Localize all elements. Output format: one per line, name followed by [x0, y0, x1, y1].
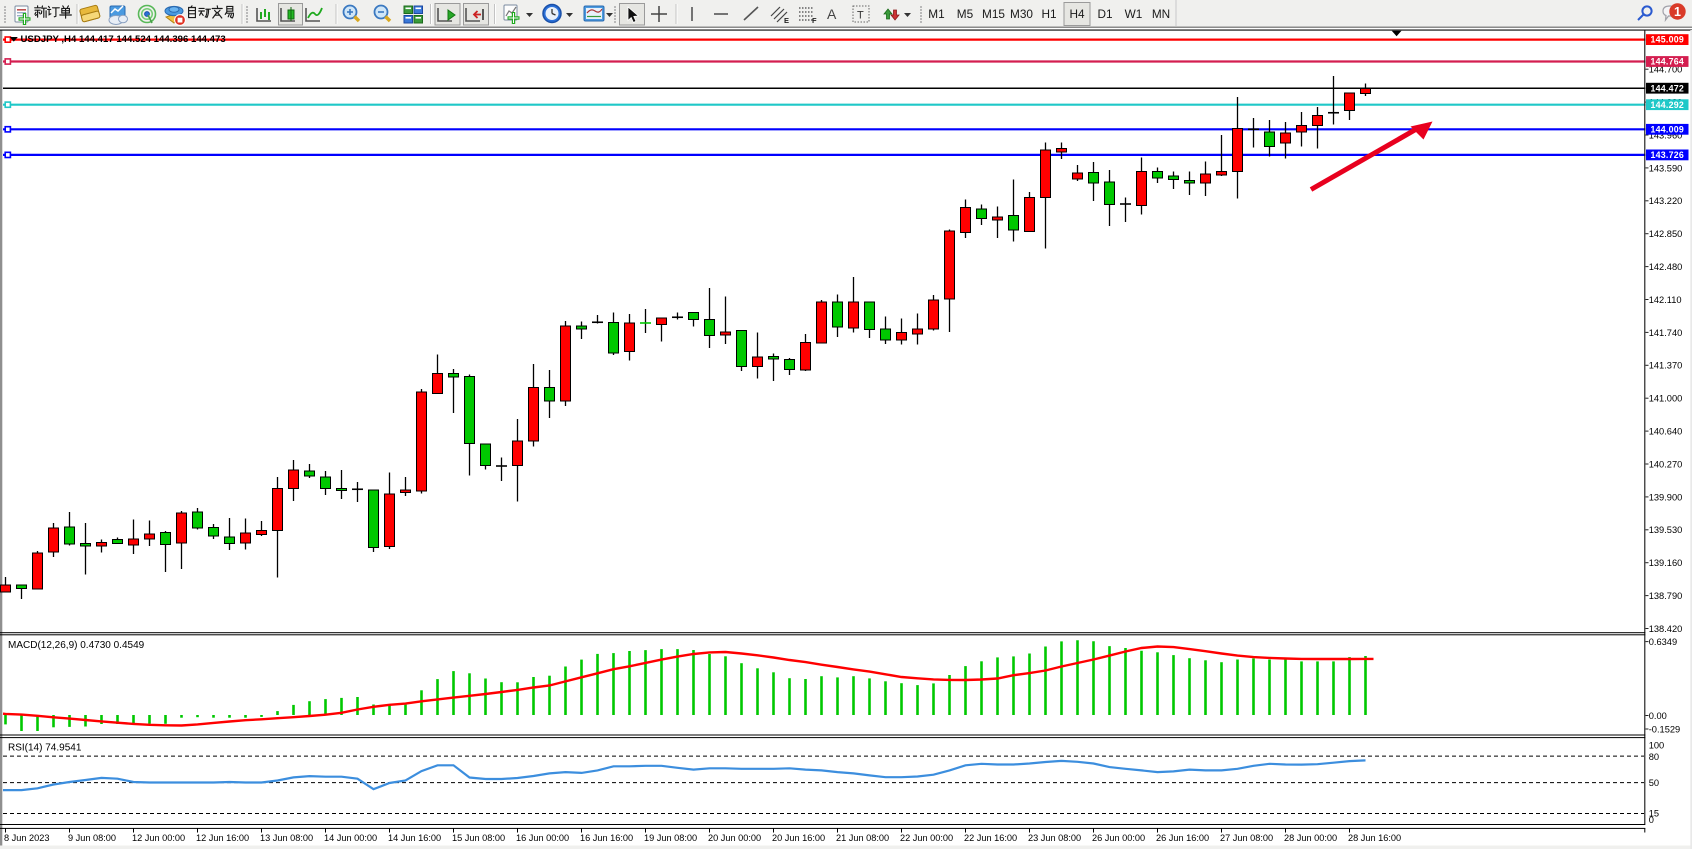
svg-text:A: A [827, 6, 837, 22]
svg-text:MN: MN [1152, 7, 1170, 21]
svg-text:8 Jun 2023: 8 Jun 2023 [4, 833, 49, 843]
svg-text:-0.1529: -0.1529 [1649, 724, 1681, 734]
svg-text:144.700: 144.700 [1649, 65, 1683, 75]
svg-text:80: 80 [1649, 752, 1659, 762]
svg-text:W1: W1 [1125, 7, 1143, 21]
svg-text:M5: M5 [957, 7, 974, 21]
svg-text:15 Jun 08:00: 15 Jun 08:00 [452, 833, 505, 843]
svg-text:F: F [812, 16, 817, 25]
svg-text:139.530: 139.530 [1649, 525, 1683, 535]
svg-text:141.740: 141.740 [1649, 328, 1683, 338]
svg-text:145.009: 145.009 [1651, 35, 1685, 45]
svg-text:0: 0 [1649, 815, 1654, 825]
svg-text:143.960: 143.960 [1649, 130, 1683, 140]
svg-text:139.160: 139.160 [1649, 558, 1683, 568]
svg-text:13 Jun 08:00: 13 Jun 08:00 [260, 833, 313, 843]
svg-text:D1: D1 [1097, 7, 1112, 21]
svg-text:142.110: 142.110 [1649, 295, 1682, 305]
svg-text:22 Jun 00:00: 22 Jun 00:00 [900, 833, 953, 843]
svg-text:0.6349: 0.6349 [1649, 637, 1677, 647]
svg-text:M1: M1 [928, 7, 944, 21]
svg-text:0.00: 0.00 [1649, 711, 1667, 721]
svg-text:12 Jun 00:00: 12 Jun 00:00 [132, 833, 185, 843]
svg-text:15: 15 [1649, 809, 1659, 819]
svg-text:140.640: 140.640 [1649, 427, 1683, 437]
svg-text:139.900: 139.900 [1649, 492, 1683, 502]
svg-text:1: 1 [1674, 5, 1681, 19]
svg-text:14 Jun 16:00: 14 Jun 16:00 [388, 833, 441, 843]
svg-text:143.726: 143.726 [1651, 150, 1685, 160]
svg-text:M30: M30 [1010, 7, 1033, 21]
svg-text:E: E [784, 16, 789, 25]
svg-text:16 Jun 00:00: 16 Jun 00:00 [516, 833, 569, 843]
svg-text:27 Jun 08:00: 27 Jun 08:00 [1220, 833, 1273, 843]
svg-text:26 Jun 16:00: 26 Jun 16:00 [1156, 833, 1209, 843]
svg-text:MACD(12,26,9) 0.4730 0.4549: MACD(12,26,9) 0.4730 0.4549 [8, 640, 145, 651]
svg-text:21 Jun 08:00: 21 Jun 08:00 [836, 833, 889, 843]
svg-text:141.000: 141.000 [1649, 394, 1683, 404]
svg-text:144.764: 144.764 [1651, 57, 1685, 67]
svg-text:16 Jun 16:00: 16 Jun 16:00 [580, 833, 633, 843]
svg-text:H4: H4 [1069, 7, 1085, 21]
svg-text:RSI(14) 74.9541: RSI(14) 74.9541 [8, 743, 82, 754]
svg-text:28 Jun 00:00: 28 Jun 00:00 [1284, 833, 1337, 843]
svg-text:14 Jun 00:00: 14 Jun 00:00 [324, 833, 377, 843]
svg-text:12 Jun 16:00: 12 Jun 16:00 [196, 833, 249, 843]
svg-text:19 Jun 08:00: 19 Jun 08:00 [644, 833, 697, 843]
svg-text:138.420: 138.420 [1649, 624, 1683, 634]
svg-text:28 Jun 16:00: 28 Jun 16:00 [1348, 833, 1401, 843]
svg-text:H1: H1 [1041, 7, 1056, 21]
svg-text:143.220: 143.220 [1649, 196, 1683, 206]
svg-text:USDJPY ,H4 144.417 144.524 14: USDJPY ,H4 144.417 144.524 144.396 144.4… [21, 34, 226, 45]
svg-text:138.790: 138.790 [1649, 591, 1683, 601]
svg-text:144.009: 144.009 [1651, 124, 1685, 134]
svg-text:140.270: 140.270 [1649, 459, 1683, 469]
svg-text:22 Jun 16:00: 22 Jun 16:00 [964, 833, 1017, 843]
svg-text:T: T [857, 10, 864, 22]
svg-text:9 Jun 08:00: 9 Jun 08:00 [68, 833, 116, 843]
svg-text:144.472: 144.472 [1651, 83, 1685, 93]
svg-text:20 Jun 16:00: 20 Jun 16:00 [772, 833, 825, 843]
svg-text:142.850: 142.850 [1649, 229, 1683, 239]
svg-text:100: 100 [1649, 741, 1665, 751]
svg-text:141.370: 141.370 [1649, 361, 1683, 371]
svg-text:26 Jun 00:00: 26 Jun 00:00 [1092, 833, 1145, 843]
svg-text:144.292: 144.292 [1651, 100, 1685, 110]
svg-text:50: 50 [1649, 778, 1659, 788]
svg-text:23 Jun 08:00: 23 Jun 08:00 [1028, 833, 1081, 843]
svg-text:20 Jun 00:00: 20 Jun 00:00 [708, 833, 761, 843]
svg-text:M15: M15 [982, 7, 1005, 21]
svg-text:143.590: 143.590 [1649, 163, 1683, 173]
svg-text:142.480: 142.480 [1649, 262, 1683, 272]
